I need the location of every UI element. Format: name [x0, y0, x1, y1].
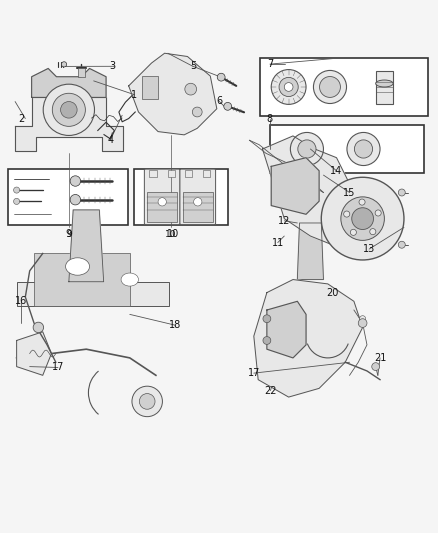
Text: 21: 21: [374, 353, 386, 363]
Circle shape: [375, 210, 381, 216]
Circle shape: [321, 177, 404, 260]
Circle shape: [263, 315, 271, 322]
Text: 7: 7: [267, 59, 273, 69]
Bar: [142, 76, 158, 99]
Text: 20: 20: [326, 288, 338, 297]
Circle shape: [358, 319, 367, 327]
Circle shape: [398, 189, 405, 196]
Text: 5: 5: [190, 61, 196, 71]
Circle shape: [132, 386, 162, 417]
Text: 3: 3: [110, 61, 116, 71]
Circle shape: [344, 211, 350, 217]
Bar: [8, 168, 127, 225]
Text: 15: 15: [343, 188, 356, 198]
Polygon shape: [32, 68, 106, 98]
Text: 9: 9: [66, 229, 72, 239]
Circle shape: [158, 198, 166, 206]
Bar: [134, 168, 228, 225]
Text: 10: 10: [167, 229, 180, 239]
Circle shape: [185, 83, 197, 95]
Circle shape: [43, 84, 95, 135]
Circle shape: [279, 77, 298, 96]
Bar: [34, 254, 130, 305]
Bar: [17, 282, 169, 305]
Bar: [185, 169, 192, 177]
Text: 9: 9: [66, 230, 72, 239]
Text: 10: 10: [166, 230, 177, 239]
Bar: [147, 192, 177, 222]
Circle shape: [370, 229, 376, 235]
Polygon shape: [15, 98, 123, 151]
Ellipse shape: [376, 80, 393, 87]
Circle shape: [14, 198, 20, 205]
Circle shape: [224, 102, 232, 110]
Polygon shape: [254, 279, 363, 397]
Circle shape: [33, 322, 44, 333]
Text: 12: 12: [278, 216, 290, 226]
Bar: [260, 58, 428, 116]
Circle shape: [320, 77, 340, 98]
Text: 4: 4: [107, 135, 113, 146]
Circle shape: [271, 70, 306, 104]
Circle shape: [217, 73, 225, 81]
Polygon shape: [267, 301, 306, 358]
Circle shape: [70, 176, 81, 186]
Text: 18: 18: [170, 320, 182, 330]
Circle shape: [60, 102, 77, 118]
Polygon shape: [262, 136, 350, 245]
Bar: [203, 169, 211, 177]
Text: 22: 22: [264, 385, 277, 395]
Bar: [149, 169, 157, 177]
Circle shape: [61, 62, 67, 67]
Circle shape: [14, 187, 20, 193]
Text: 1: 1: [131, 90, 137, 100]
Circle shape: [341, 197, 385, 240]
Text: 14: 14: [330, 166, 343, 176]
Polygon shape: [297, 223, 323, 279]
Bar: [270, 125, 424, 173]
Circle shape: [70, 195, 81, 205]
Text: 17: 17: [52, 362, 64, 373]
Circle shape: [372, 362, 380, 370]
Circle shape: [139, 393, 155, 409]
Text: 8: 8: [267, 114, 273, 124]
Circle shape: [290, 133, 323, 166]
Text: 2: 2: [19, 114, 25, 124]
Ellipse shape: [121, 273, 138, 286]
Text: 13: 13: [363, 244, 375, 254]
Text: 16: 16: [15, 296, 27, 306]
Polygon shape: [17, 332, 51, 375]
Bar: [78, 68, 85, 77]
Circle shape: [359, 199, 365, 205]
Polygon shape: [271, 158, 319, 214]
Circle shape: [398, 241, 405, 248]
Bar: [376, 71, 393, 104]
Circle shape: [350, 229, 357, 236]
Bar: [183, 192, 212, 222]
Polygon shape: [69, 210, 104, 282]
Circle shape: [263, 336, 271, 344]
FancyBboxPatch shape: [145, 169, 180, 224]
FancyBboxPatch shape: [180, 169, 215, 224]
Circle shape: [314, 70, 346, 103]
Circle shape: [52, 93, 85, 126]
Circle shape: [360, 316, 366, 322]
Text: 17: 17: [247, 368, 260, 378]
Bar: [168, 169, 175, 177]
Circle shape: [194, 198, 202, 206]
Circle shape: [284, 83, 293, 91]
Circle shape: [352, 208, 374, 230]
Polygon shape: [129, 53, 217, 135]
Text: 11: 11: [272, 238, 284, 247]
Circle shape: [298, 140, 316, 158]
Ellipse shape: [66, 258, 89, 275]
Text: 6: 6: [216, 96, 222, 106]
Circle shape: [354, 140, 373, 158]
Circle shape: [192, 107, 202, 117]
Circle shape: [347, 133, 380, 166]
